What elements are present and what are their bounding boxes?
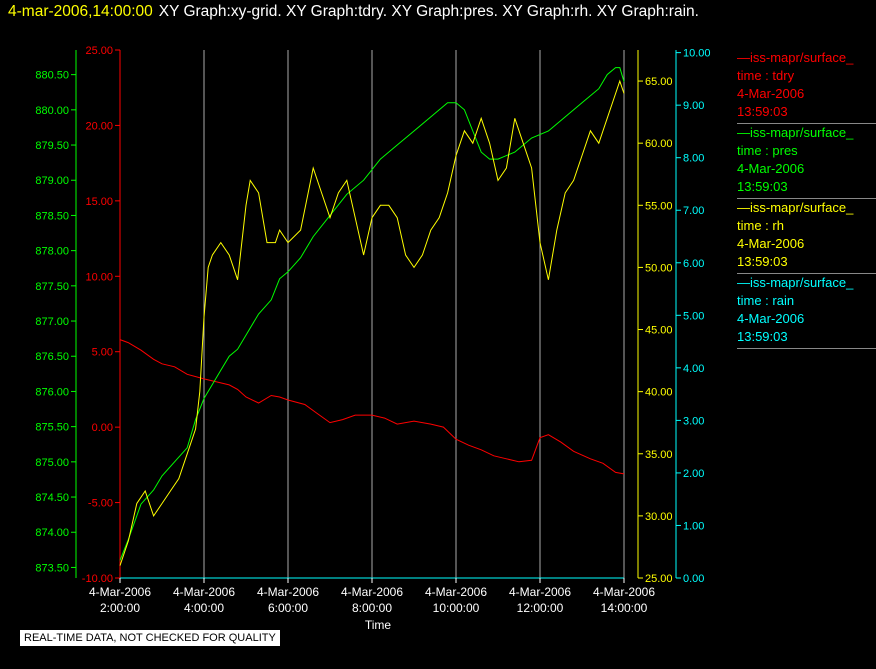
legend-entry-rh: —iss-mapr/surface_time : rh 4-Mar-2006 13:… bbox=[737, 199, 876, 274]
legend-date: 4-Mar-2006 bbox=[737, 161, 805, 176]
tdry-tick-label: 5.00 bbox=[92, 347, 113, 359]
rain-tick-label: 4.00 bbox=[683, 363, 704, 375]
x-tick-date: 4-Mar-2006 bbox=[593, 585, 655, 599]
rain-tick-label: 3.00 bbox=[683, 415, 704, 427]
rain-axis: 0.00 1.00 2.00 3.00 4.00 5.00 6.00 7.00 8.00 9.00… bbox=[675, 48, 711, 585]
rh-axis: 25.00 30.00 35.00 40.00 45.00 50.00 55.00 60.00… bbox=[637, 50, 673, 585]
pres-tick-label: 878.50 bbox=[35, 210, 69, 222]
tdry-tick-label: -5.00 bbox=[88, 498, 113, 510]
tdry-tick-label: 25.00 bbox=[85, 45, 113, 57]
x-tick-date: 4-Mar-2006 bbox=[89, 585, 151, 599]
rh-tick-label: 50.00 bbox=[645, 262, 673, 274]
x-tick-date: 4-Mar-2006 bbox=[509, 585, 571, 599]
pres-tick-label: 879.00 bbox=[35, 175, 69, 187]
legend-time: 13:59:03 bbox=[737, 254, 788, 269]
rh-tick-label: 25.00 bbox=[645, 573, 673, 585]
legend-time: 13:59:03 bbox=[737, 104, 788, 119]
rain-tick-label: 0.00 bbox=[683, 573, 704, 585]
rh-tick-label: 55.00 bbox=[645, 200, 673, 212]
x-tick-date: 4-Mar-2006 bbox=[425, 585, 487, 599]
pres-tick-label: 880.50 bbox=[35, 70, 69, 82]
series-tdry bbox=[119, 339, 625, 475]
rain-tick-label: 7.00 bbox=[683, 205, 704, 217]
tdry-tick-label: 0.00 bbox=[92, 422, 113, 434]
rh-tick-label: 35.00 bbox=[645, 449, 673, 461]
rain-tick-label: 8.00 bbox=[683, 153, 704, 165]
pres-tick-label: 877.00 bbox=[35, 316, 69, 328]
pres-tick-label: 874.50 bbox=[35, 492, 69, 504]
tdry-axis: -10.00 -5.00 0.00 5.00 10.00 15.00 20.00 25.00 bbox=[82, 45, 121, 585]
x-tick-date: 4-Mar-2006 bbox=[257, 585, 319, 599]
legend-name: —iss-mapr/surface_ bbox=[737, 200, 854, 215]
tdry-tick-label: 15.00 bbox=[85, 196, 113, 208]
legend-field: time : rain bbox=[737, 293, 795, 308]
pres-tick-label: 879.50 bbox=[35, 140, 69, 152]
rain-tick-label: 2.00 bbox=[683, 468, 704, 480]
rain-tick-label: 1.00 bbox=[683, 520, 704, 532]
pres-tick-label: 877.50 bbox=[35, 281, 69, 293]
pres-axis: 873.50 874.00 874.50 875.00 875.50 876.00 876.… bbox=[35, 50, 77, 578]
legend-time: 13:59:03 bbox=[737, 329, 788, 344]
pres-tick-label: 875.50 bbox=[35, 422, 69, 434]
x-tick-time: 14:00:00 bbox=[601, 601, 648, 615]
rh-tick-label: 45.00 bbox=[645, 325, 673, 337]
legend-date: 4-Mar-2006 bbox=[737, 86, 805, 101]
legend-field: time : pres bbox=[737, 143, 798, 158]
legend-field: time : tdry bbox=[737, 68, 795, 83]
x-tick-labels: 4-Mar-2006 2:00:00 4-Mar-2006 4:00:00 4-Mar-… bbox=[89, 578, 655, 615]
x-tick-time: 4:00:00 bbox=[184, 601, 224, 615]
tdry-tick-label: 20.00 bbox=[85, 120, 113, 132]
pres-tick-label: 878.00 bbox=[35, 246, 69, 258]
legend: —iss-mapr/surface_ time : tdry 4-Mar-2006 1… bbox=[737, 49, 876, 349]
legend-entry-rain: —iss-mapr/surface_time : rain 4-Mar-2006 1… bbox=[737, 274, 876, 349]
legend-field: time : rh bbox=[737, 218, 784, 233]
rh-tick-label: 40.00 bbox=[645, 387, 673, 399]
pres-tick-label: 876.00 bbox=[35, 386, 69, 398]
header-title: XY Graph:xy-grid. XY Graph:tdry. XY Grap… bbox=[158, 3, 699, 20]
pres-tick-label: 873.50 bbox=[35, 562, 69, 574]
legend-entry-pres: —iss-mapr/surface_time : pres 4-Mar-2006 1… bbox=[737, 124, 876, 199]
legend-date: 4-Mar-2006 bbox=[737, 311, 805, 326]
rh-tick-label: 60.00 bbox=[645, 138, 673, 150]
x-tick-date: 4-Mar-2006 bbox=[341, 585, 403, 599]
header: 4-mar-2006,14:00:00 XY Graph:xy-grid. XY … bbox=[8, 3, 699, 21]
x-tick-time: 12:00:00 bbox=[517, 601, 564, 615]
x-tick-time: 2:00:00 bbox=[100, 601, 140, 615]
rh-tick-label: 30.00 bbox=[645, 511, 673, 523]
pres-tick-label: 875.00 bbox=[35, 457, 69, 469]
legend-name: —iss-mapr/surface_ bbox=[737, 125, 854, 140]
rain-tick-label: 10.00 bbox=[683, 48, 711, 60]
pres-tick-label: 874.00 bbox=[35, 527, 69, 539]
pres-tick-label: 880.00 bbox=[35, 105, 69, 117]
legend-name: —iss-mapr/surface_ bbox=[737, 275, 854, 290]
x-tick-date: 4-Mar-2006 bbox=[173, 585, 235, 599]
legend-time: 13:59:03 bbox=[737, 179, 788, 194]
rain-tick-label: 6.00 bbox=[683, 258, 704, 270]
legend-entry-tdry: —iss-mapr/surface_time : tdry 4-Mar-2006 1… bbox=[737, 49, 876, 124]
tdry-tick-label: -10.00 bbox=[82, 573, 113, 585]
series-rh bbox=[119, 79, 625, 566]
legend-date: 4-Mar-2006 bbox=[737, 236, 805, 251]
pres-tick-label: 876.50 bbox=[35, 351, 69, 363]
grid-lines bbox=[203, 50, 625, 578]
axes: 873.50 874.00 874.50 875.00 875.50 876.00 876.… bbox=[35, 45, 710, 585]
x-axis-label: Time bbox=[365, 618, 392, 632]
x-tick-time: 8:00:00 bbox=[352, 601, 392, 615]
quality-disclaimer: REAL-TIME DATA, NOT CHECKED FOR QUALITY bbox=[20, 630, 280, 646]
legend-name: —iss-mapr/surface_ bbox=[737, 50, 854, 65]
rain-tick-label: 5.00 bbox=[683, 310, 704, 322]
tdry-tick-label: 10.00 bbox=[85, 271, 113, 283]
x-tick-time: 6:00:00 bbox=[268, 601, 308, 615]
rh-tick-label: 65.00 bbox=[645, 76, 673, 88]
header-timestamp: 4-mar-2006,14:00:00 bbox=[8, 3, 153, 20]
x-tick-time: 10:00:00 bbox=[433, 601, 480, 615]
rain-tick-label: 9.00 bbox=[683, 100, 704, 112]
